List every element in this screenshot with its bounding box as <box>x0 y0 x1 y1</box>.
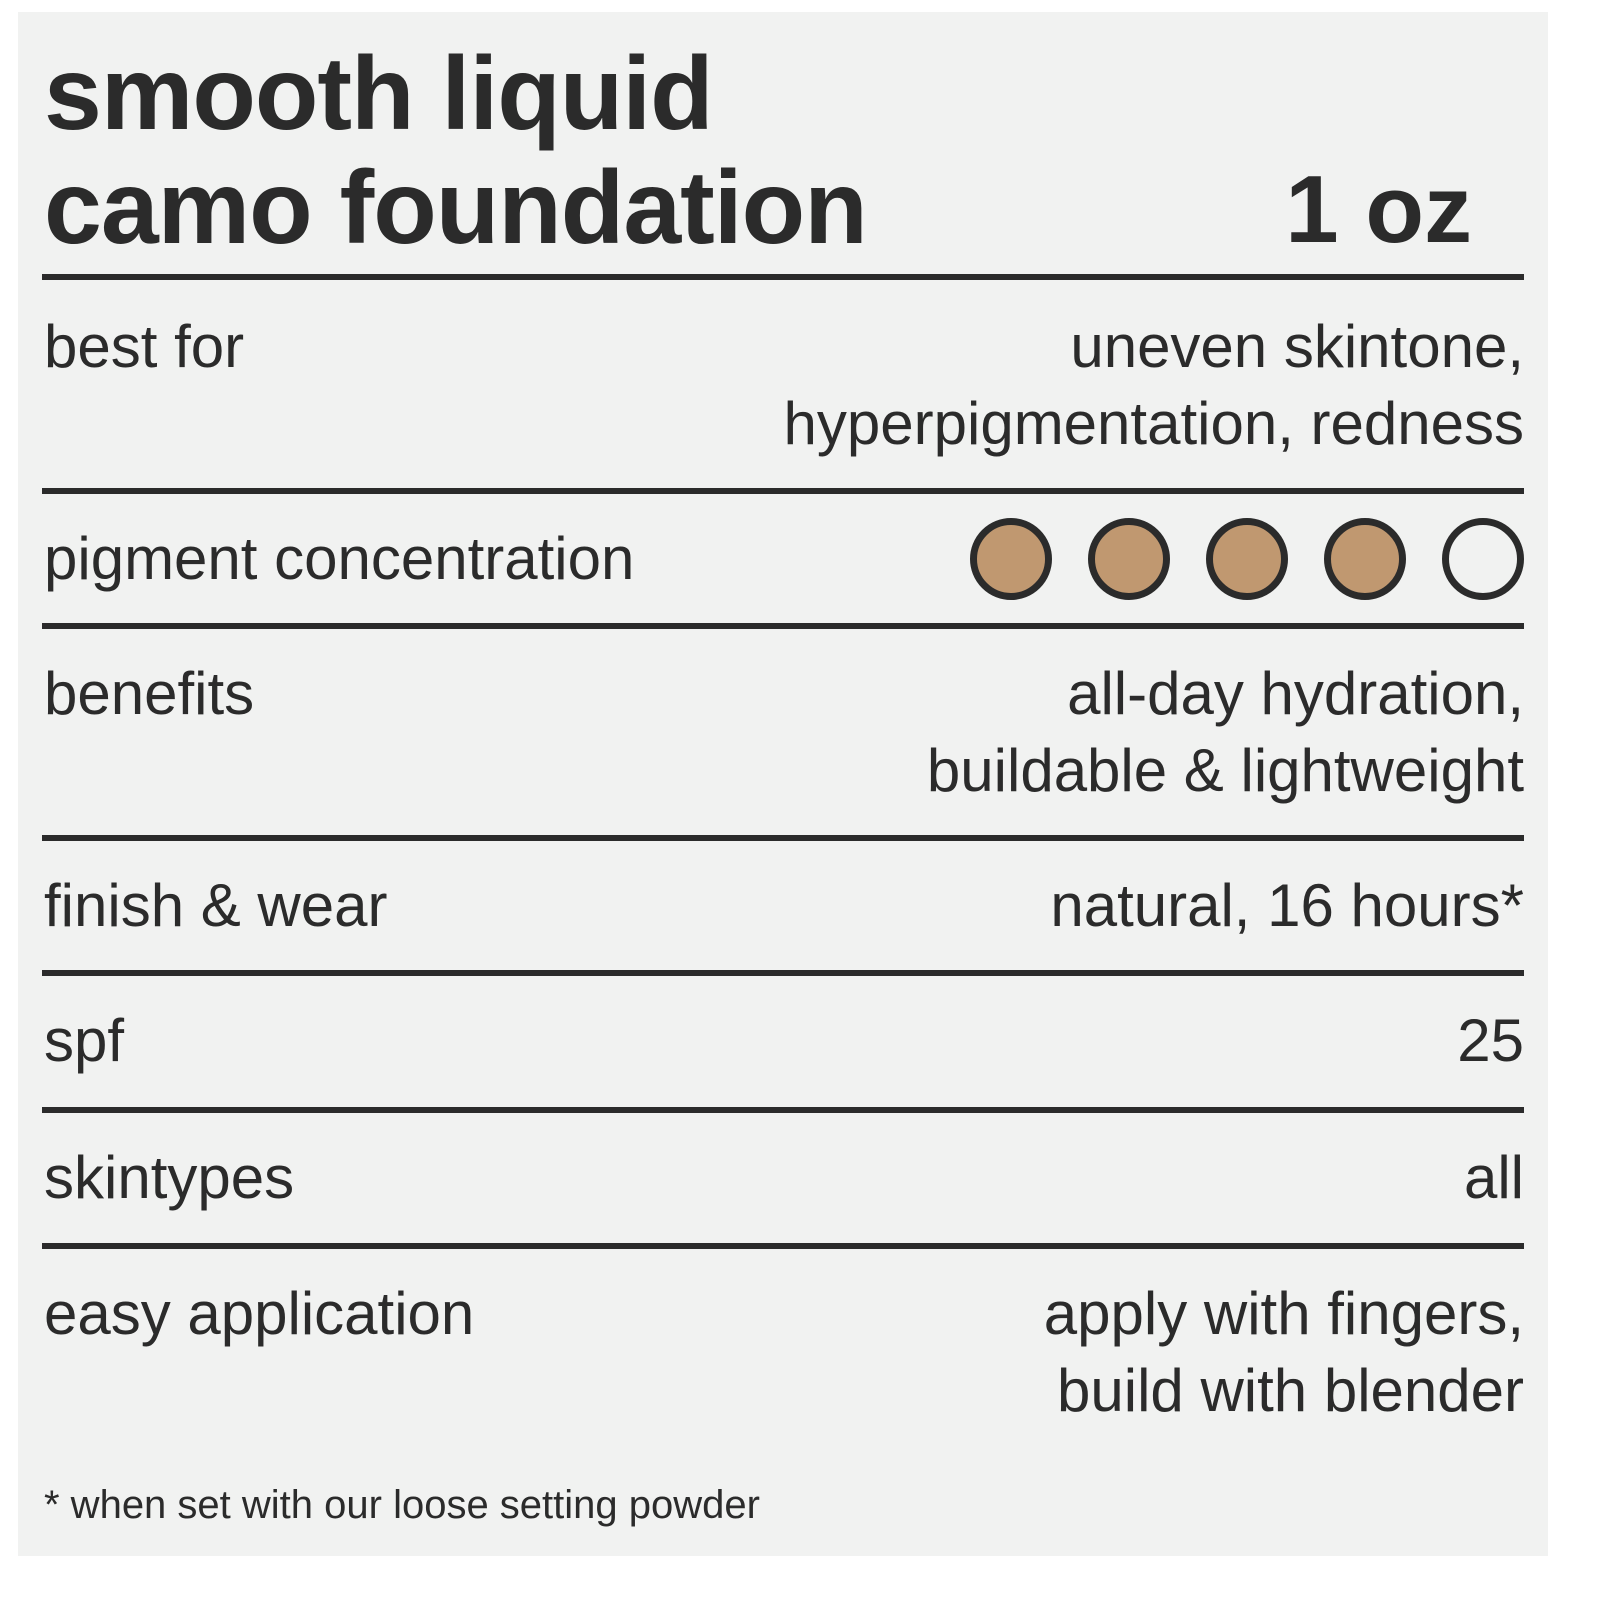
value-line: uneven skintone, <box>1070 313 1524 380</box>
row-label-pigment: pigment concentration <box>44 525 635 592</box>
filled-circle-icon <box>1088 518 1170 600</box>
divider <box>42 488 1524 494</box>
product-title-line2: camo foundation <box>44 150 868 266</box>
product-size: 1 oz <box>1285 156 1472 263</box>
divider <box>42 623 1524 629</box>
pigment-rating <box>970 518 1524 600</box>
row-label-spf: spf <box>44 1007 125 1074</box>
row-label-application: easy application <box>44 1280 475 1347</box>
row-value-benefits: all-day hydration, buildable & lightweig… <box>927 655 1524 809</box>
row-label-finish: finish & wear <box>44 872 388 939</box>
row-label-skintypes: skintypes <box>44 1144 295 1211</box>
divider <box>42 1107 1524 1113</box>
filled-circle-icon <box>1324 518 1406 600</box>
value-line: apply with fingers, <box>1043 1280 1524 1347</box>
product-title-line1: smooth liquid <box>44 36 714 152</box>
divider <box>42 1243 1524 1249</box>
row-value-application: apply with fingers, build with blender <box>1044 1275 1524 1429</box>
value-line: all-day hydration, <box>1067 660 1524 727</box>
footnote: * when set with our loose setting powder <box>44 1483 760 1527</box>
empty-circle-icon <box>1442 518 1524 600</box>
filled-circle-icon <box>970 518 1052 600</box>
row-value-finish: natural, 16 hours* <box>1050 872 1524 939</box>
row-label-benefits: benefits <box>44 660 255 727</box>
row-value-best-for: uneven skintone, hyperpigmentation, redn… <box>784 308 1524 462</box>
row-value-spf: 25 <box>1457 1007 1524 1074</box>
row-value-skintypes: all <box>1463 1144 1524 1211</box>
value-line: hyperpigmentation, redness <box>783 390 1524 457</box>
product-info-card: smooth liquid camo foundation 1 oz best … <box>18 12 1548 1556</box>
row-label-best-for: best for <box>44 313 245 380</box>
divider <box>42 274 1524 280</box>
divider <box>42 835 1524 841</box>
value-line: buildable & lightweight <box>926 737 1524 804</box>
divider <box>42 970 1524 976</box>
value-line: build with blender <box>1057 1357 1524 1424</box>
filled-circle-icon <box>1206 518 1288 600</box>
